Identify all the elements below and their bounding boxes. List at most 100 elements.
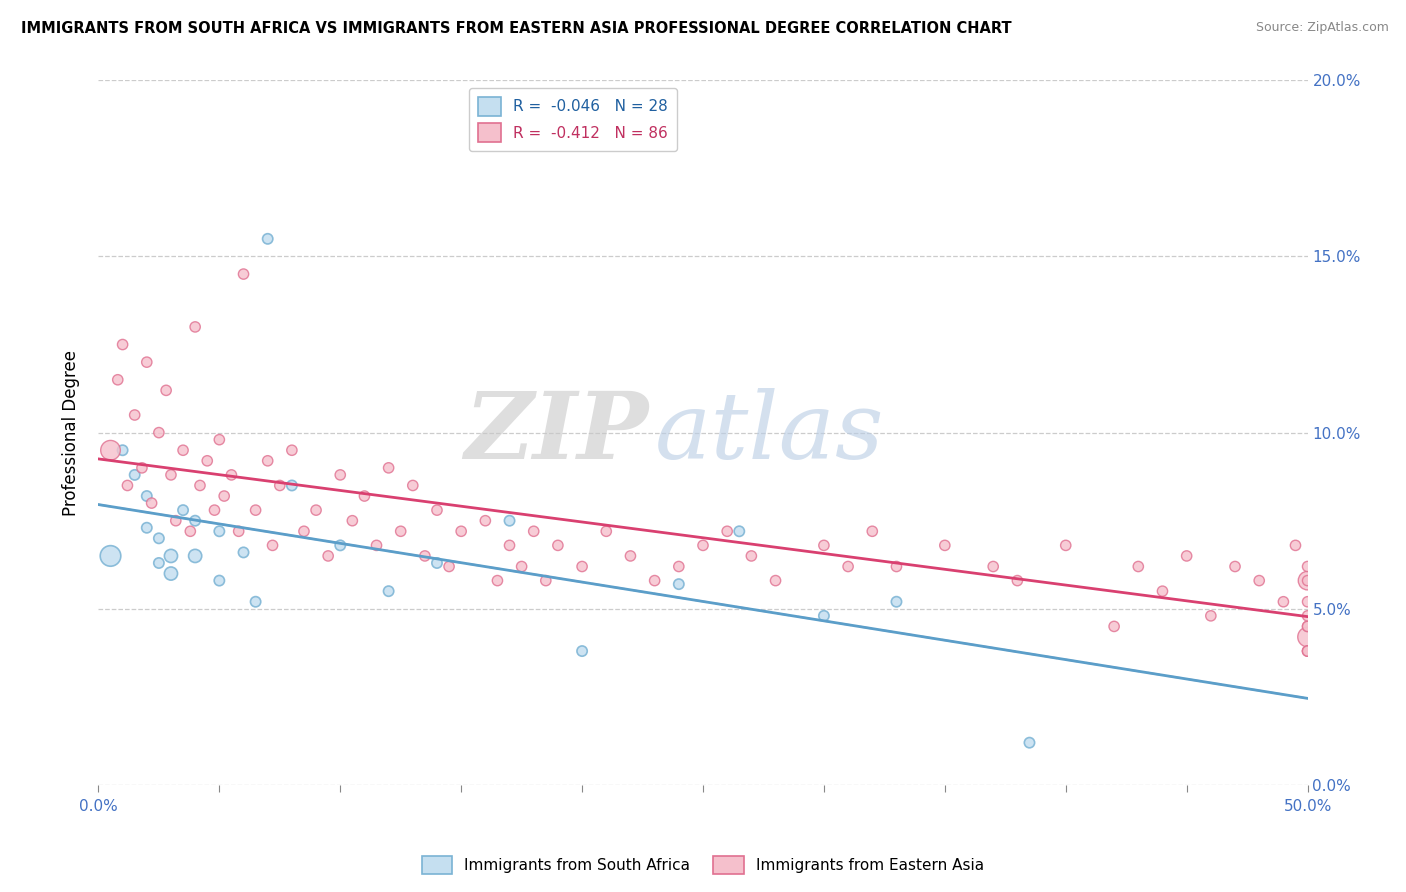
Point (342, 514, 364, 528)
Point (534, 574, 557, 588)
Point (256, 232, 278, 246)
Point (353, 489, 375, 503)
Point (1054, 538, 1077, 552)
Point (837, 559, 859, 574)
Point (195, 454, 218, 468)
Point (437, 559, 460, 574)
Point (256, 454, 278, 468)
Point (204, 503, 226, 517)
Point (1296, 608, 1319, 623)
Point (366, 538, 388, 552)
Point (1296, 630, 1319, 644)
Point (1199, 608, 1222, 623)
Point (860, 524, 883, 539)
Point (135, 521, 157, 535)
Point (1296, 644, 1319, 658)
Point (886, 559, 908, 574)
Point (135, 355, 157, 369)
Point (474, 514, 496, 528)
Point (160, 549, 183, 563)
Legend: R =  -0.046   N = 28, R =  -0.412   N = 86: R = -0.046 N = 28, R = -0.412 N = 86 (468, 88, 678, 151)
Point (208, 524, 231, 539)
Point (571, 644, 593, 658)
Point (571, 559, 593, 574)
Point (148, 425, 170, 440)
Point (228, 524, 250, 539)
Point (886, 595, 908, 609)
Point (208, 433, 231, 447)
Point (111, 443, 134, 458)
Point (1018, 736, 1040, 750)
Point (1102, 619, 1125, 633)
Point (172, 503, 194, 517)
Text: IMMIGRANTS FROM SOUTH AFRICA VS IMMIGRANTS FROM EASTERN ASIA PROFESSIONAL DEGREE: IMMIGRANTS FROM SOUTH AFRICA VS IMMIGRAN… (21, 21, 1012, 36)
Point (981, 559, 1004, 574)
Point (1296, 644, 1319, 658)
Point (498, 538, 520, 552)
Point (245, 595, 267, 609)
Point (305, 503, 328, 517)
Point (813, 538, 835, 552)
Point (813, 608, 835, 623)
Point (188, 478, 211, 492)
Point (316, 549, 339, 563)
Text: ZIP: ZIP (464, 388, 648, 477)
Point (498, 514, 520, 528)
Point (1223, 559, 1246, 574)
Point (221, 467, 243, 482)
Point (728, 524, 751, 539)
Point (100, 443, 122, 458)
Point (692, 538, 714, 552)
Point (716, 524, 738, 539)
Point (281, 443, 304, 458)
Point (107, 373, 129, 387)
Point (1175, 549, 1198, 563)
Point (1152, 584, 1174, 599)
Point (668, 577, 690, 591)
Point (212, 489, 235, 503)
Point (523, 524, 546, 539)
Point (389, 524, 412, 539)
Text: Source: ZipAtlas.com: Source: ZipAtlas.com (1256, 21, 1389, 34)
Point (547, 538, 569, 552)
Point (269, 478, 291, 492)
Point (232, 267, 254, 281)
Point (245, 503, 267, 517)
Point (160, 566, 183, 581)
Point (619, 549, 641, 563)
Point (135, 489, 157, 503)
Point (934, 538, 956, 552)
Point (595, 524, 617, 539)
Point (510, 559, 533, 574)
Point (1284, 538, 1306, 552)
Point (413, 549, 436, 563)
Point (117, 478, 139, 492)
Point (124, 467, 146, 482)
Point (1296, 644, 1319, 658)
Point (1296, 619, 1319, 633)
Point (148, 556, 170, 570)
Point (179, 524, 201, 539)
Point (100, 549, 122, 563)
Point (765, 574, 787, 588)
Point (644, 574, 666, 588)
Point (450, 524, 472, 539)
Point (1296, 559, 1319, 574)
Point (402, 478, 425, 492)
Point (160, 467, 183, 482)
Point (172, 443, 194, 458)
Point (292, 524, 315, 539)
Point (184, 549, 207, 563)
Point (329, 538, 352, 552)
Point (184, 514, 207, 528)
Point (1296, 574, 1319, 588)
Point (111, 337, 134, 351)
Point (1296, 574, 1319, 588)
Point (377, 584, 399, 599)
Point (208, 574, 231, 588)
Point (740, 549, 762, 563)
Point (262, 538, 284, 552)
Point (281, 478, 304, 492)
Point (141, 496, 163, 510)
Point (131, 460, 153, 475)
